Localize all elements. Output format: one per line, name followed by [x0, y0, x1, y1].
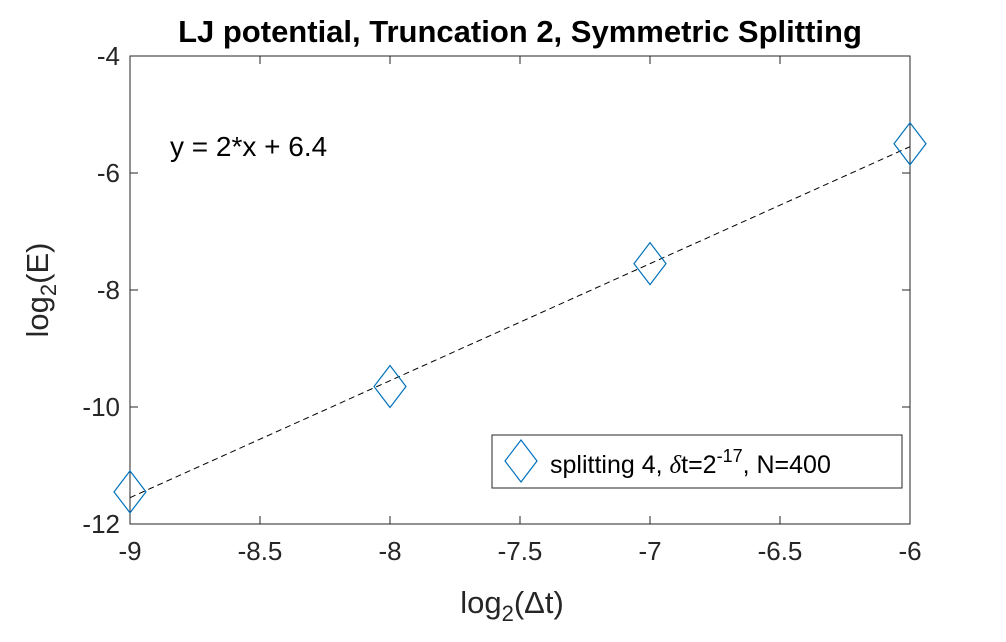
x-tick-label: -6.5 — [758, 536, 803, 566]
x-tick-label: -9 — [118, 536, 141, 566]
y-tick-label: -12 — [82, 509, 120, 539]
data-point-diamond — [633, 241, 667, 286]
legend-marker-diamond — [504, 439, 538, 483]
x-axis-label: log2(Δt) — [460, 585, 564, 626]
x-tick-label: -7.5 — [498, 536, 543, 566]
x-tick-label: -8.5 — [238, 536, 283, 566]
y-axis-label-subscript: 2 — [36, 284, 61, 296]
y-tick-label: -6 — [97, 158, 120, 188]
data-markers — [113, 121, 927, 514]
data-point-diamond — [113, 469, 147, 514]
x-axis-label-prefix: log — [460, 585, 501, 620]
legend-box — [491, 434, 903, 489]
y-tick-label: -8 — [97, 275, 120, 305]
legend: splitting 4, δt=2-17, N=400 — [491, 434, 903, 489]
legend-label-delta: δ — [670, 452, 682, 479]
data-point-diamond — [893, 121, 927, 166]
y-axis-label-prefix: log — [20, 296, 55, 337]
x-axis-label-subscript: 2 — [502, 601, 514, 626]
chart-title: LJ potential, Truncation 2, Symmetric Sp… — [178, 14, 862, 49]
x-axis-ticks: -9 -8.5 -8 -7.5 -7 -6.5 -6 — [118, 56, 922, 566]
fit-line — [129, 146, 911, 499]
y-axis-label-suffix: (E) — [20, 243, 55, 284]
x-tick-label: -6 — [898, 536, 921, 566]
y-axis-label: log2(E) — [20, 243, 61, 338]
y-tick-label: -10 — [82, 392, 120, 422]
legend-label-part-2: t=2 — [681, 451, 716, 479]
y-tick-label: -4 — [97, 41, 120, 71]
x-axis-label-suffix: (Δt) — [514, 585, 564, 620]
legend-label-part-3: , N=400 — [743, 451, 831, 479]
data-point-diamond — [373, 364, 407, 409]
y-axis-ticks: -12 -10 -8 -6 -4 — [82, 41, 910, 539]
legend-label-exponent: -17 — [717, 446, 743, 466]
fit-equation-annotation: y = 2*x + 6.4 — [170, 131, 327, 162]
legend-label-part-1: splitting 4, — [550, 451, 670, 479]
x-tick-label: -7 — [638, 536, 661, 566]
legend-entry-label: splitting 4, δt=2-17, N=400 — [550, 446, 831, 479]
x-tick-label: -8 — [378, 536, 401, 566]
